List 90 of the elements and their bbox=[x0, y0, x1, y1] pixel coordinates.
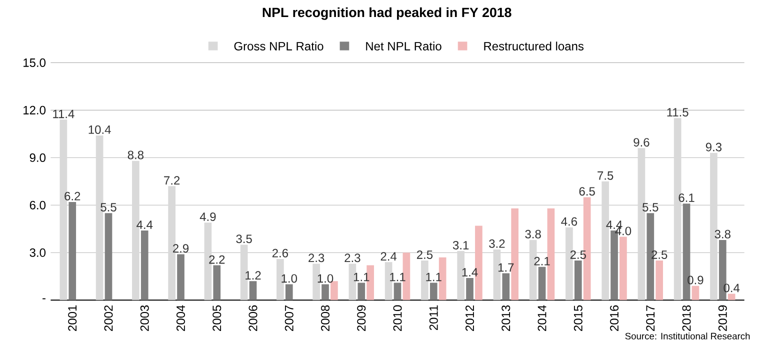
data-label: 4.9 bbox=[200, 212, 216, 222]
x-tick-label: 2009 bbox=[357, 306, 366, 332]
bar bbox=[322, 284, 329, 300]
data-label: 4.4 bbox=[606, 220, 622, 229]
bar bbox=[574, 260, 582, 300]
data-label: 4.6 bbox=[561, 217, 578, 226]
source-note: Source: Institutional Research bbox=[625, 332, 750, 340]
data-label: 1.1 bbox=[390, 272, 406, 282]
x-tick-label: 2014 bbox=[538, 305, 546, 332]
bar bbox=[140, 230, 148, 300]
data-label: 2.4 bbox=[380, 252, 397, 261]
data-label: 1.2 bbox=[246, 271, 261, 280]
y-tick-label: 9.0 bbox=[30, 154, 46, 162]
data-label: 2.1 bbox=[534, 256, 550, 266]
data-label: 6.2 bbox=[64, 192, 80, 200]
x-tick-label: 2018 bbox=[682, 305, 691, 332]
bar bbox=[285, 284, 293, 300]
bar bbox=[394, 282, 402, 300]
bar bbox=[430, 282, 438, 300]
data-label: 7.5 bbox=[598, 172, 614, 180]
data-label: 1.0 bbox=[318, 274, 334, 283]
data-label: 9.3 bbox=[706, 142, 722, 152]
x-tick-label: 2007 bbox=[284, 306, 294, 332]
data-label: 1.7 bbox=[498, 263, 514, 272]
x-tick-label: 2004 bbox=[176, 305, 186, 332]
data-label: 10.4 bbox=[88, 125, 111, 134]
legend-label: Net NPL Ratio bbox=[366, 42, 442, 51]
data-label: 1.4 bbox=[462, 268, 478, 276]
x-tick-label: 2005 bbox=[212, 305, 222, 332]
bar bbox=[104, 213, 112, 300]
x-tick-label: 2012 bbox=[466, 306, 474, 332]
data-label: 1.1 bbox=[354, 272, 370, 282]
data-label: 5.5 bbox=[642, 203, 658, 212]
legend-label: Restructured loans bbox=[484, 42, 584, 51]
bar bbox=[358, 282, 366, 300]
bar bbox=[177, 254, 184, 300]
bar bbox=[502, 273, 510, 300]
data-label: 3.2 bbox=[489, 239, 505, 248]
data-label: 2.3 bbox=[308, 254, 324, 262]
data-label: 11.4 bbox=[53, 110, 74, 118]
y-tick-label: - bbox=[42, 298, 46, 300]
bar bbox=[249, 281, 257, 300]
data-label: 1.0 bbox=[282, 274, 298, 283]
x-tick-label: 2002 bbox=[104, 306, 113, 332]
data-label: 7.2 bbox=[164, 176, 180, 185]
bar bbox=[656, 260, 663, 300]
data-label: 6.1 bbox=[678, 194, 694, 202]
data-label: 2.3 bbox=[344, 254, 360, 262]
data-label: 11.5 bbox=[667, 108, 688, 117]
data-label: 6.5 bbox=[579, 187, 595, 196]
x-tick-label: 2017 bbox=[646, 306, 655, 332]
data-label: 8.8 bbox=[128, 150, 144, 160]
data-label: 3.8 bbox=[714, 230, 730, 238]
y-tick-label: 12.0 bbox=[24, 106, 46, 115]
bar bbox=[538, 266, 546, 300]
data-label: 1.1 bbox=[426, 272, 442, 282]
x-tick-label: 2006 bbox=[248, 305, 258, 332]
x-tick-label: 2019 bbox=[718, 306, 727, 332]
y-tick-label: 15.0 bbox=[24, 58, 46, 68]
x-tick-label: 2013 bbox=[502, 305, 510, 332]
data-label: 2.2 bbox=[209, 255, 225, 264]
data-label: 4.0 bbox=[615, 226, 632, 236]
data-label: 3.8 bbox=[525, 230, 541, 238]
x-tick-label: 2011 bbox=[429, 306, 438, 330]
x-tick-label: 2003 bbox=[140, 305, 149, 332]
bar bbox=[466, 278, 474, 300]
data-label: 9.6 bbox=[634, 138, 650, 147]
x-tick-label: 2010 bbox=[393, 305, 402, 332]
bar bbox=[330, 281, 338, 300]
bar bbox=[68, 202, 76, 300]
bar bbox=[620, 236, 627, 300]
data-label: 5.5 bbox=[100, 203, 116, 212]
data-label: 4.4 bbox=[136, 220, 153, 229]
bar bbox=[213, 265, 221, 300]
bar bbox=[692, 286, 700, 300]
y-tick-label: 6.0 bbox=[30, 200, 46, 210]
x-tick-label: 2015 bbox=[574, 305, 582, 332]
legend-label: Gross NPL Ratio bbox=[234, 42, 324, 51]
data-label: 2.5 bbox=[416, 250, 433, 260]
x-tick-label: 2001 bbox=[68, 306, 77, 332]
x-tick-label: 2016 bbox=[610, 305, 619, 332]
data-label: 3.1 bbox=[452, 241, 469, 250]
bar bbox=[728, 294, 736, 300]
y-tick-label: 3.0 bbox=[30, 248, 46, 257]
data-label: 2.6 bbox=[272, 248, 288, 258]
chart-title: NPL recognition had peaked in FY 2018 bbox=[262, 7, 512, 20]
data-label: 3.5 bbox=[236, 234, 252, 244]
x-tick-label: 2008 bbox=[321, 305, 330, 332]
data-label: 2.5 bbox=[570, 250, 586, 260]
data-label: 2.9 bbox=[173, 244, 189, 253]
